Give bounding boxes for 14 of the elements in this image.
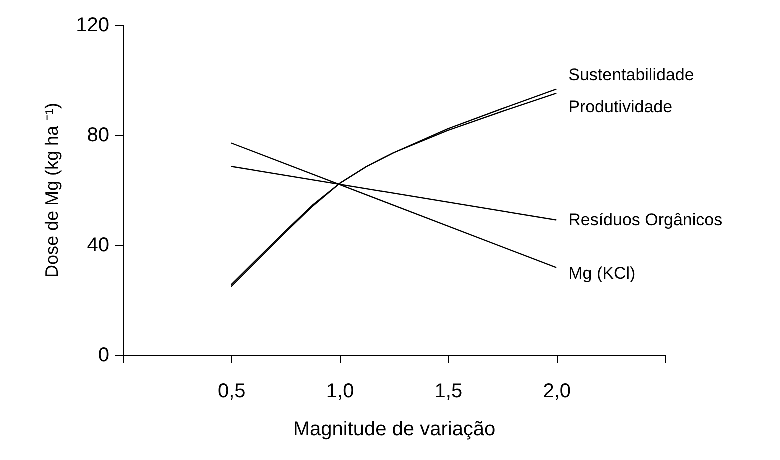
x-tick-label: 2,0 — [543, 380, 572, 402]
series-label: Sustentabilidade — [568, 65, 694, 84]
x-tick-label: 0,5 — [218, 380, 246, 402]
x-tick-label: 1,0 — [326, 380, 354, 402]
y-tick-label: 120 — [76, 14, 110, 36]
x-axis-title: Magnitude de variação — [293, 418, 496, 440]
series-label: Produtividade — [568, 97, 673, 116]
series-label: Resíduos Orgânicos — [568, 210, 723, 230]
y-axis-title: Dose de Mg (kg ha ⁻¹) — [42, 102, 62, 278]
series-label: Mg (KCl) — [568, 264, 636, 283]
x-tick-label: 1,5 — [434, 380, 463, 402]
y-tick-label: 80 — [87, 124, 110, 146]
y-tick-label: 0 — [98, 344, 110, 366]
y-tick-label: 40 — [87, 234, 110, 256]
